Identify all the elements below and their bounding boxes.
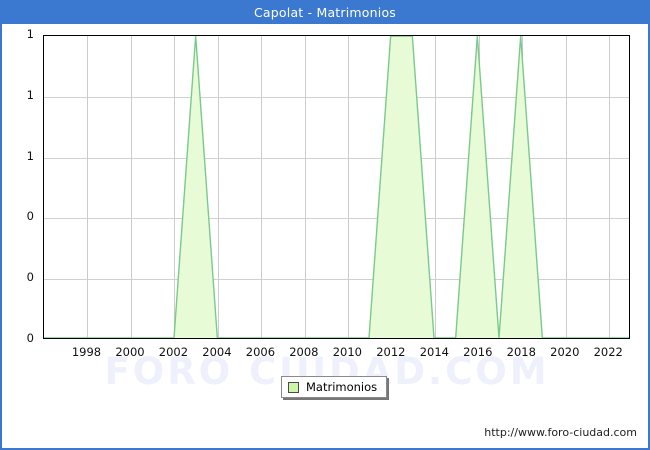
legend-swatch-matrimonios bbox=[288, 381, 299, 393]
page-title: Capolat - Matrimonios bbox=[2, 2, 648, 24]
horizontal-gridline bbox=[44, 157, 629, 159]
x-axis-tick-label: 2008 bbox=[289, 345, 319, 359]
plot-area bbox=[43, 35, 630, 339]
x-axis-tick-label: 2018 bbox=[506, 345, 536, 359]
vertical-gridline bbox=[565, 36, 567, 338]
series-matrimonios bbox=[44, 36, 629, 338]
x-axis-tick-label: 2016 bbox=[463, 345, 493, 359]
x-axis-tick-label: 2006 bbox=[245, 345, 276, 359]
horizontal-gridline bbox=[44, 218, 629, 220]
chart-legend[interactable]: Matrimonios bbox=[281, 376, 388, 398]
vertical-gridline bbox=[304, 36, 306, 338]
y-axis-tick-label: 1 bbox=[26, 148, 34, 163]
vertical-gridline bbox=[217, 36, 219, 338]
vertical-gridline bbox=[130, 36, 132, 338]
x-axis-tick-label: 2014 bbox=[419, 345, 449, 359]
x-axis-tick-label: 2020 bbox=[550, 345, 580, 359]
area-outline bbox=[44, 36, 629, 338]
y-axis-tick-label: 0 bbox=[26, 209, 34, 224]
vertical-gridline bbox=[174, 36, 176, 338]
x-axis-tick-label: 2022 bbox=[593, 345, 623, 359]
x-axis-tick-label: 2010 bbox=[332, 345, 362, 359]
x-axis-tick-label: 2004 bbox=[202, 345, 232, 359]
vertical-gridline bbox=[609, 36, 611, 338]
x-axis-tick-label: 2012 bbox=[376, 345, 406, 359]
y-axis-tick-label: 1 bbox=[26, 87, 34, 102]
horizontal-gridline bbox=[44, 96, 629, 98]
vertical-gridline bbox=[87, 36, 89, 338]
vertical-gridline bbox=[348, 36, 350, 338]
x-axis-tick-label: 1998 bbox=[71, 345, 102, 359]
y-axis-tick-label: 0 bbox=[26, 270, 34, 285]
legend-label-matrimonios: Matrimonios bbox=[306, 380, 378, 394]
y-axis-tick-label: 0 bbox=[26, 331, 34, 345]
x-axis-tick-label: 2000 bbox=[115, 345, 145, 359]
vertical-gridline bbox=[435, 36, 437, 338]
vertical-gridline bbox=[261, 36, 263, 338]
footer-url[interactable]: http://www.foro-ciudad.com bbox=[484, 426, 637, 439]
x-axis-tick-label: 2002 bbox=[158, 345, 189, 359]
area-fill bbox=[44, 36, 629, 338]
y-axis-tick-label: 1 bbox=[26, 27, 34, 41]
horizontal-gridline bbox=[44, 279, 629, 281]
